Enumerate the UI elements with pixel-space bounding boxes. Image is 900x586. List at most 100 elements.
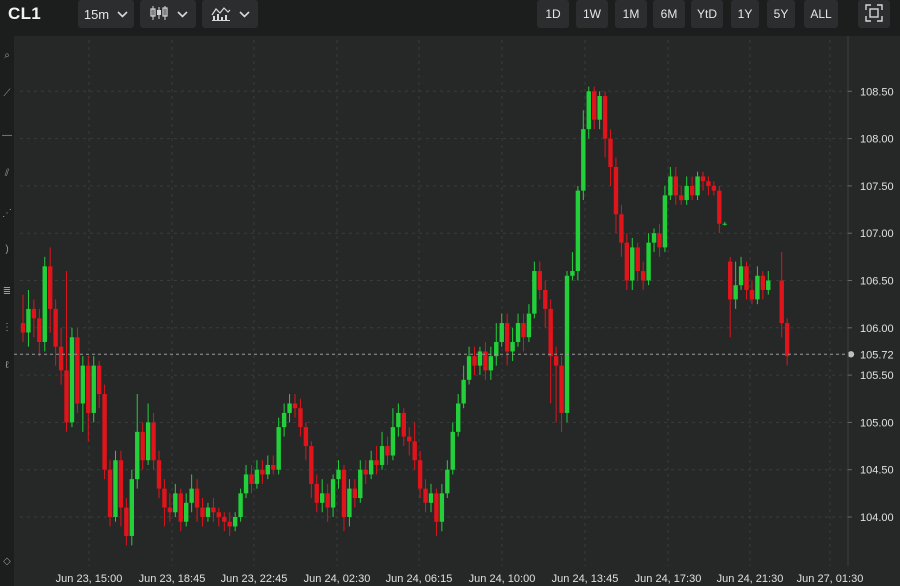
candle-body <box>107 469 113 517</box>
candle-body <box>216 512 222 517</box>
candle-body <box>162 488 167 508</box>
candle-body <box>53 308 58 347</box>
candle <box>749 280 755 305</box>
candle-body <box>755 275 760 300</box>
candle-body <box>472 356 477 366</box>
candle <box>374 446 379 475</box>
candle-body <box>499 323 504 342</box>
trend-line-tool-icon[interactable]: ⟋ <box>3 87 11 99</box>
candle <box>96 360 102 409</box>
arc-tool-icon[interactable]: ) <box>5 243 9 255</box>
candle <box>232 512 238 532</box>
candle-body <box>651 233 657 243</box>
crosshair-tool-icon[interactable]: ⌕ <box>4 49 10 61</box>
candle <box>602 91 608 158</box>
candle <box>434 488 439 536</box>
candle-body <box>58 346 64 371</box>
candle-body <box>64 370 69 423</box>
candle-body <box>784 323 790 357</box>
candle <box>570 252 575 281</box>
candle-body <box>766 280 771 290</box>
candle-body <box>135 431 140 480</box>
candle-body <box>619 214 624 243</box>
candle <box>140 422 145 470</box>
candle-body <box>368 460 374 475</box>
candle-body <box>194 488 200 508</box>
symbol-label[interactable]: CL1 <box>8 4 42 23</box>
candle-body <box>42 266 47 342</box>
candle-body <box>145 422 151 461</box>
candle <box>640 261 646 290</box>
range-button-all[interactable]: ALL <box>804 0 838 28</box>
candle <box>26 289 31 347</box>
candle-body <box>184 502 189 522</box>
candle <box>738 256 744 290</box>
candle-body <box>249 474 254 484</box>
candle-body <box>760 275 766 290</box>
candle-body <box>532 271 537 314</box>
indicators-dropdown[interactable] <box>202 0 258 28</box>
candle-body <box>504 323 510 352</box>
levels-tool-icon[interactable]: ≣ <box>2 285 12 297</box>
candle <box>287 394 292 423</box>
range-button-ytd[interactable]: YtD <box>691 0 723 28</box>
range-button-1w[interactable]: 1W <box>576 0 608 28</box>
candle-body <box>722 223 727 225</box>
x-tick-label: Jun 24, 06:15 <box>386 573 453 585</box>
range-button-5y[interactable]: 5Y <box>767 0 795 28</box>
candle-body <box>749 289 755 300</box>
candle <box>679 185 684 205</box>
candle-body <box>265 464 270 475</box>
candle <box>483 341 488 380</box>
candle-body <box>592 91 597 120</box>
candle <box>651 228 657 253</box>
candle <box>352 479 358 508</box>
candle <box>75 327 80 413</box>
interval-dropdown[interactable]: 15m <box>78 0 134 28</box>
candle-body <box>80 365 86 404</box>
candle <box>194 479 200 522</box>
chevron-down-icon <box>176 7 188 21</box>
text-tool-icon[interactable]: ℓ <box>5 359 9 371</box>
candle-body <box>151 422 156 461</box>
candlestick-icon <box>149 5 169 24</box>
candle <box>784 318 790 366</box>
gann-tool-icon[interactable]: ⋮ <box>2 321 12 333</box>
candle-body <box>298 408 303 428</box>
candle <box>635 242 640 281</box>
fibonacci-tool-icon[interactable]: ⋰ <box>2 207 12 219</box>
candle-body <box>238 493 243 517</box>
eraser-tool-icon[interactable]: ◇ <box>3 555 11 567</box>
range-button-6m[interactable]: 6M <box>653 0 685 28</box>
candle-body <box>526 313 532 338</box>
candle-body <box>156 460 162 489</box>
candle <box>298 398 303 437</box>
candle-body <box>488 356 494 371</box>
fullscreen-button[interactable] <box>858 0 890 28</box>
candle-body <box>640 271 646 281</box>
range-button-1d[interactable]: 1D <box>537 0 569 28</box>
range-button-1y[interactable]: 1Y <box>731 0 759 28</box>
candle <box>624 233 630 290</box>
candle <box>107 460 113 527</box>
candle-body <box>91 365 96 413</box>
candle-body <box>260 469 265 475</box>
candle <box>222 512 227 532</box>
candle <box>684 176 689 205</box>
candle <box>309 441 314 499</box>
candle <box>722 221 727 226</box>
horizontal-line-tool-icon[interactable]: — <box>2 129 12 141</box>
chart-axes: 104.00 104.50 105.00 105.50 106.00 106.50 107.… <box>56 36 894 585</box>
candle <box>553 346 559 423</box>
candle-body <box>271 464 276 470</box>
chart-type-dropdown[interactable] <box>140 0 196 28</box>
candle-body <box>118 460 124 508</box>
chart-overlays: 105.72 <box>14 349 894 361</box>
candle <box>668 166 673 201</box>
candle <box>102 384 107 480</box>
channel-tool-icon[interactable]: ⫽ <box>4 167 10 179</box>
candle <box>390 408 396 461</box>
range-button-1m[interactable]: 1M <box>615 0 647 28</box>
y-tick-label: 104.00 <box>860 512 894 524</box>
